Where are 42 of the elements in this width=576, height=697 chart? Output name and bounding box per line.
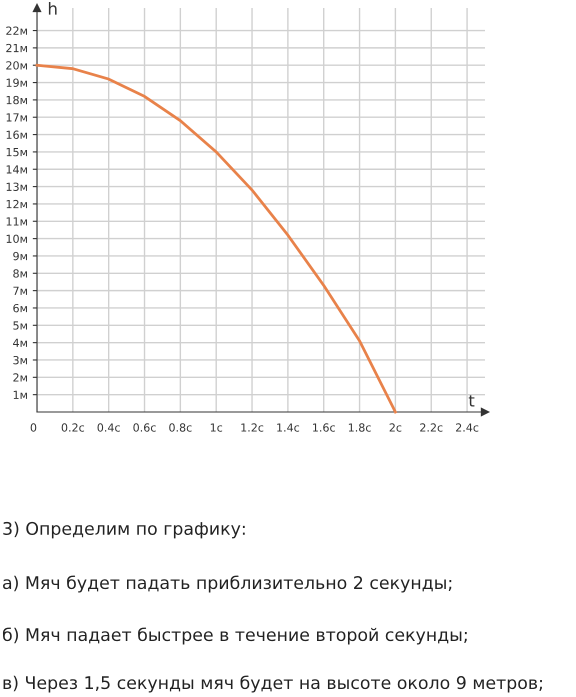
y-tick-label: 1м — [14, 390, 27, 399]
y-tick-label: 11м — [6, 217, 27, 226]
x-tick-label: 2с — [390, 423, 402, 432]
x-tick-label: 1.4с — [277, 423, 300, 432]
y-tick-label: 17м — [6, 113, 27, 122]
x-tick-label: 1.8с — [348, 423, 371, 432]
y-tick-label: 6м — [13, 304, 27, 312]
y-tick-label: 7м — [13, 286, 27, 295]
y-tick-label: 21м — [6, 44, 27, 52]
y-tick-label: 20м — [6, 61, 27, 70]
y-tick-label: 18м — [6, 96, 27, 104]
y-tick-label: 14м — [6, 165, 27, 174]
y-tick-label: 19м — [6, 78, 27, 87]
x-tick-label: 1.2с — [241, 423, 264, 432]
text: в) Через 1,5 секунды мяч будет на высоте около 9 метров; — [4, 675, 542, 693]
x-tick-label: 2.2с — [420, 423, 442, 432]
x-tick-label: 0.8с — [169, 423, 192, 432]
x-axis-title: t — [468, 394, 474, 406]
text: б) Мяч падает быстрее в течение второй секунды; — [2, 627, 467, 645]
x-tick-label: 0 — [30, 423, 36, 432]
text: 3) Определим по графику: — [3, 522, 245, 538]
y-tick-label: 9м — [13, 252, 27, 260]
x-tick-label: 1.6с — [313, 423, 335, 432]
y-tick-label: 22м — [6, 26, 27, 35]
x-tick-label: 0.4с — [98, 423, 120, 432]
y-tick-label: 15м — [6, 148, 27, 156]
y-tick-label: 8м — [13, 269, 27, 278]
x-tick-label: 0.2с — [62, 423, 84, 432]
y-tick-label: 5м — [13, 321, 27, 330]
y-tick-label: 2м — [13, 373, 27, 382]
y-tick-label: 16м — [6, 130, 27, 139]
x-tick-label: 0.6с — [133, 423, 156, 432]
y-tick-label: 12м — [6, 200, 27, 208]
y-tick-label: 3м — [13, 356, 27, 364]
y-tick-label: 4м — [13, 338, 27, 347]
line-series — [36, 64, 397, 414]
y-axis-title: h — [48, 2, 57, 15]
y-tick-label: 10м — [6, 234, 27, 243]
x-tick-label: 2.4с — [456, 423, 478, 432]
y-tick-label: 13м — [6, 182, 27, 191]
text: а) Мяч будет падать приблизительно 2 секунды; — [3, 575, 452, 593]
x-tick-label: 1с — [210, 423, 222, 432]
